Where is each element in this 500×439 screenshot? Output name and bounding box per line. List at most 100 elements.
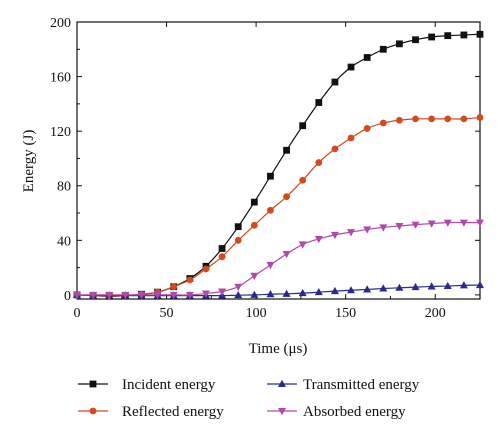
data-point	[314, 235, 323, 244]
data-point	[170, 283, 178, 291]
plot-frame	[76, 21, 481, 300]
data-point	[250, 272, 259, 281]
data-point	[234, 223, 242, 231]
data-point	[379, 284, 388, 292]
data-point	[395, 283, 404, 291]
data-point	[218, 288, 227, 296]
data-point	[412, 115, 419, 123]
series-line	[76, 116, 481, 297]
series-3	[73, 219, 484, 300]
data-point	[105, 291, 114, 300]
data-point	[427, 282, 436, 290]
data-point	[476, 219, 484, 227]
y-tick-label: 120	[50, 125, 71, 140]
data-point	[347, 63, 355, 71]
data-point	[412, 36, 419, 44]
legend-marker	[89, 380, 97, 388]
data-point	[459, 281, 468, 289]
series-line	[76, 33, 481, 297]
data-point	[267, 172, 274, 180]
data-point	[428, 33, 436, 41]
data-point	[444, 32, 452, 40]
x-tick-label: 50	[160, 306, 174, 321]
series-2	[73, 280, 484, 299]
data-point	[379, 224, 388, 232]
data-point	[250, 221, 258, 229]
y-tick-label: 80	[57, 180, 71, 195]
legend-label: Absorbed energy	[303, 404, 406, 420]
data-point	[411, 221, 420, 229]
data-point	[331, 78, 339, 86]
x-tick-label: 0	[74, 306, 81, 321]
data-point	[266, 261, 275, 270]
data-point	[444, 115, 452, 123]
legend-item: Absorbed energy	[267, 404, 406, 420]
data-point	[218, 245, 226, 252]
data-point	[396, 116, 403, 124]
data-point	[411, 282, 420, 291]
data-point	[299, 176, 307, 184]
y-axis-title: Energy (J)	[21, 130, 37, 193]
legend-label: Transmitted energy	[303, 377, 420, 393]
data-point	[234, 236, 242, 244]
y-tick-label: 0	[64, 289, 71, 304]
data-point	[137, 291, 146, 300]
data-point	[283, 193, 290, 201]
data-point	[282, 289, 291, 297]
data-point	[330, 286, 339, 295]
legend-item: Reflected energy	[78, 404, 224, 420]
data-point	[89, 291, 98, 300]
data-point	[202, 265, 210, 273]
data-point	[395, 222, 404, 231]
data-point	[250, 290, 259, 298]
x-tick-label: 200	[425, 306, 446, 321]
data-point	[121, 291, 130, 300]
legend-marker	[278, 408, 286, 416]
data-point	[234, 283, 243, 291]
data-point	[298, 241, 307, 249]
data-point	[363, 226, 372, 234]
data-point	[396, 40, 403, 48]
data-point	[283, 146, 290, 154]
data-point	[201, 290, 210, 298]
data-point	[315, 99, 323, 106]
series-line	[77, 221, 480, 296]
data-point	[460, 31, 468, 39]
data-point	[185, 291, 194, 300]
legend-marker	[89, 407, 97, 415]
data-point	[379, 119, 387, 127]
legend: Incident energy Reflected energy Transmitt…	[78, 377, 420, 420]
series-1	[73, 114, 484, 300]
data-point	[267, 206, 274, 214]
legend-item: Incident energy	[78, 377, 216, 393]
data-point	[363, 54, 371, 61]
data-point	[186, 276, 194, 284]
x-axis-title: Time (μs)	[249, 341, 308, 357]
data-point	[250, 198, 258, 206]
legend-label: Incident energy	[122, 377, 216, 393]
y-tick-label: 200	[50, 16, 71, 31]
data-point	[314, 287, 323, 296]
data-point	[266, 290, 275, 298]
data-point	[299, 122, 307, 130]
data-point	[234, 290, 243, 299]
data-point	[428, 115, 436, 123]
data-point	[476, 280, 484, 289]
data-point	[330, 231, 339, 240]
data-point	[443, 219, 452, 227]
data-point	[379, 45, 387, 53]
data-point	[153, 291, 162, 300]
data-point	[298, 288, 307, 297]
data-point	[427, 220, 436, 228]
data-point	[218, 253, 226, 261]
legend-item: Transmitted energy	[267, 377, 420, 393]
legend-marker	[278, 379, 286, 387]
data-point	[476, 114, 484, 121]
data-point	[460, 115, 468, 123]
data-point	[347, 134, 355, 142]
data-point	[169, 291, 178, 300]
data-point	[331, 145, 339, 153]
data-point	[476, 30, 484, 38]
data-point	[347, 229, 356, 237]
